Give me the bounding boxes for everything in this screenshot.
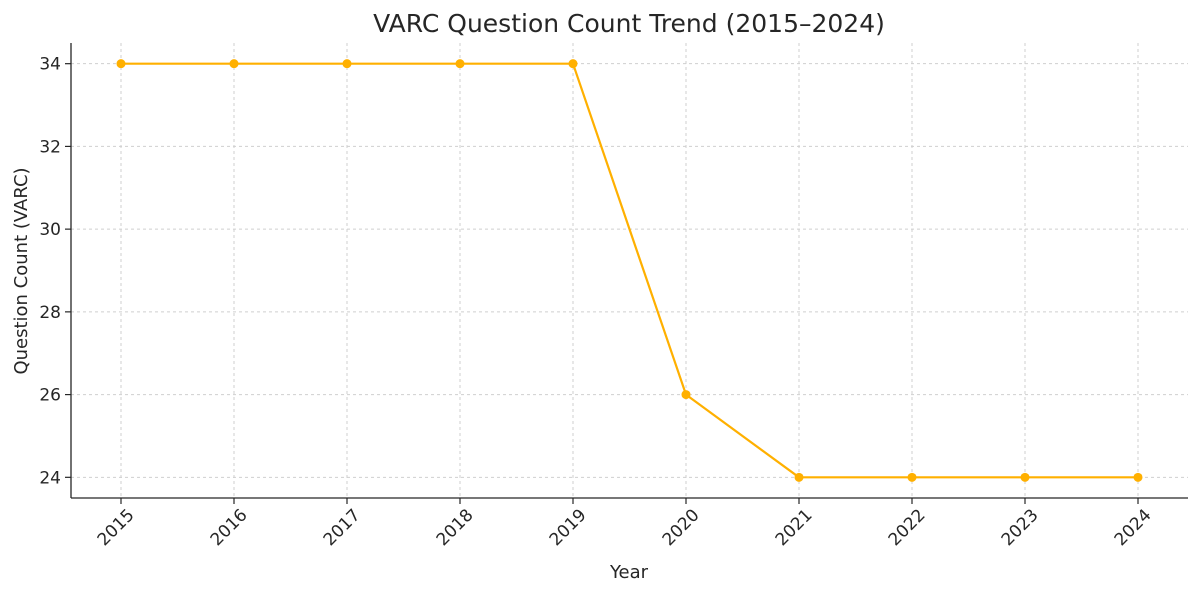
x-tick-label: 2016 <box>207 505 252 550</box>
data-point-2021 <box>794 472 804 482</box>
x-tick-label: 2020 <box>659 505 704 550</box>
data-point-2023 <box>1020 472 1030 482</box>
y-ticks: 24 26 28 30 32 34 <box>39 55 71 488</box>
x-tick-label: 2015 <box>94 505 139 550</box>
x-tick-label: 2022 <box>885 505 930 550</box>
y-tick-label: 30 <box>39 220 61 240</box>
axes <box>70 43 1188 499</box>
x-tick-label: 2017 <box>320 505 365 550</box>
x-tick-label: 2018 <box>433 505 478 550</box>
x-tick-label: 2023 <box>998 505 1043 550</box>
data-point-2017 <box>342 59 352 69</box>
y-tick-label: 28 <box>39 303 61 323</box>
data-point-2016 <box>229 59 239 69</box>
x-tick-label: 2019 <box>546 505 591 550</box>
data-point-2019 <box>568 59 578 69</box>
data-point-2022 <box>907 472 917 482</box>
chart-title: VARC Question Count Trend (2015–2024) <box>373 9 885 38</box>
data-point-2018 <box>455 59 465 69</box>
x-axis-label: Year <box>609 562 649 583</box>
series-line <box>121 62 1138 479</box>
y-tick-label: 32 <box>39 137 61 157</box>
grid <box>71 43 1188 498</box>
y-axis-label: Question Count (VARC) <box>11 167 32 374</box>
x-tick-label: 2021 <box>772 505 817 550</box>
data-point-2015 <box>116 59 126 69</box>
data-point-2020 <box>681 390 691 400</box>
y-tick-label: 24 <box>39 468 61 488</box>
data-point-2024 <box>1133 472 1143 482</box>
y-tick-label: 26 <box>39 386 61 406</box>
y-tick-label: 34 <box>39 55 61 75</box>
x-tick-label: 2024 <box>1111 505 1156 550</box>
x-ticks: 2015 2016 2017 2018 2019 2020 2021 2022 2023 2024 <box>94 498 1156 550</box>
series-layer <box>116 59 1143 482</box>
